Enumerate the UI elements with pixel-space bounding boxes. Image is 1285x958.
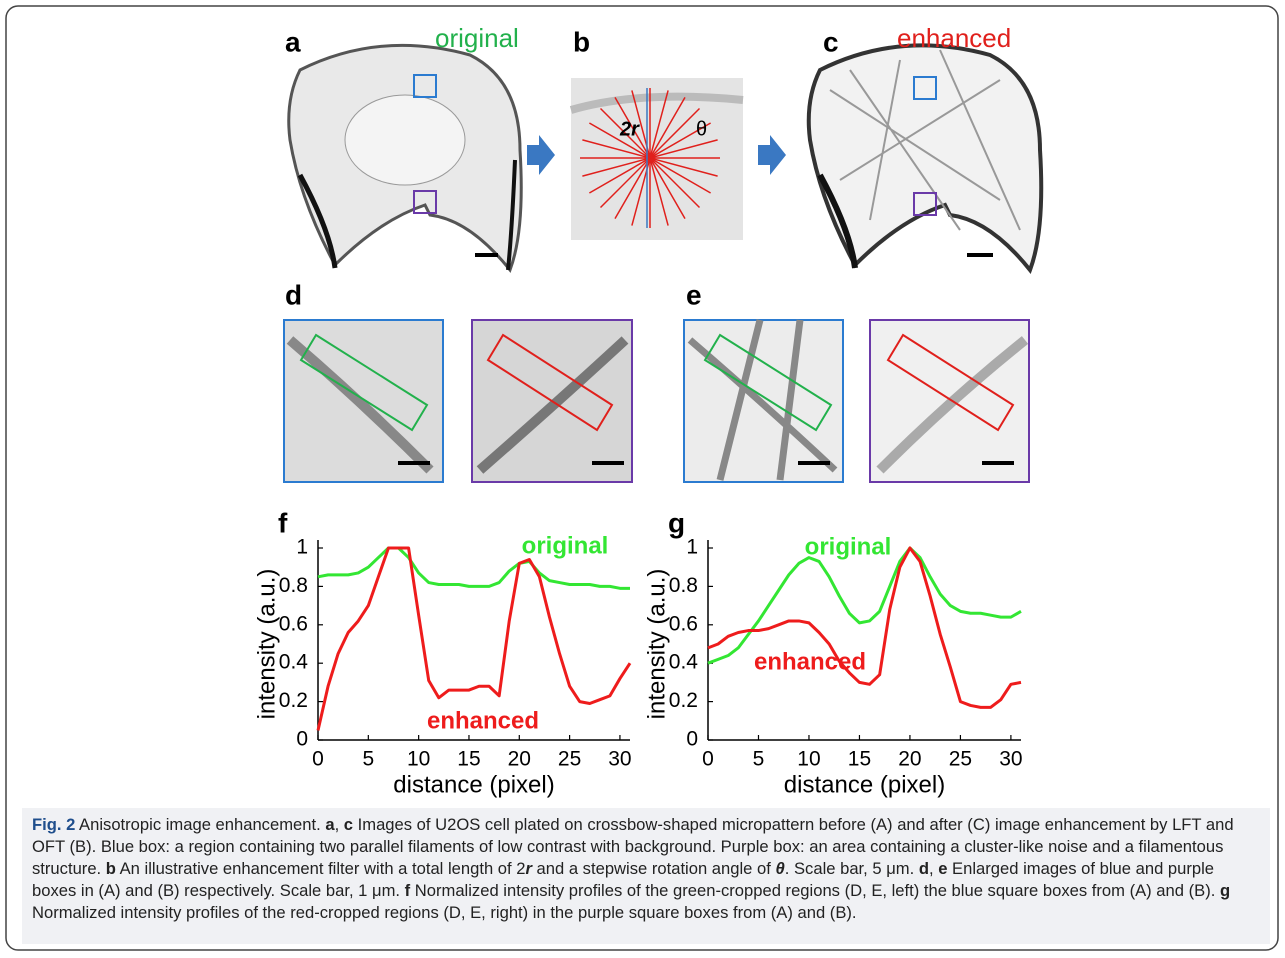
y-tick-label: 0.8 [279, 574, 308, 597]
panel-label: g [668, 507, 685, 538]
x-tick-label: 30 [999, 748, 1022, 771]
filter-line [582, 139, 718, 177]
annotation: 2r [619, 118, 640, 140]
y-tick-label: 0.8 [669, 574, 698, 597]
caption-text: An illustrative enhancement filter with … [115, 859, 526, 878]
caption-text: and a stepwise rotation angle of [531, 859, 776, 878]
x-axis-label: distance (pixel) [784, 771, 945, 798]
series-line [317, 546, 630, 590]
caption-text: Enlarged images of blue and purple boxes… [32, 859, 1215, 900]
y-tick-label: 1 [686, 536, 698, 559]
series-line [707, 546, 1022, 709]
x-tick-label: 25 [558, 748, 581, 771]
caption-text: Fig. 2 [32, 815, 76, 834]
caption-text: f [404, 881, 411, 900]
panel-label: f [278, 507, 288, 538]
series-label: enhanced [427, 707, 539, 734]
x-tick-label: 0 [702, 748, 714, 771]
y-tick-label: 0.2 [669, 689, 698, 712]
x-tick-label: 5 [753, 748, 765, 771]
series-line [707, 546, 1022, 665]
panel-b-image [569, 78, 744, 240]
caption-text: . Scale bar, 5 μm. [784, 859, 919, 878]
x-tick-label: 25 [949, 748, 972, 771]
y-tick-label: 1 [296, 536, 308, 559]
y-tick-label: 0 [296, 728, 308, 751]
panel-label: a [285, 26, 301, 57]
panel-c-image [806, 43, 1044, 274]
x-tick-label: 0 [312, 748, 324, 771]
annotation: θ [696, 118, 707, 140]
series-label: original [805, 533, 892, 560]
series-line [316, 546, 632, 731]
y-axis-label: intensity (a.u.) [643, 569, 670, 720]
y-tick-label: 0.4 [279, 651, 309, 674]
x-tick-label: 10 [797, 748, 820, 771]
panel-a-image [287, 43, 523, 273]
x-tick-label: 15 [848, 748, 871, 771]
caption-text: , [334, 815, 344, 834]
caption-text: c [343, 815, 354, 834]
caption-text: Anisotropic image enhancement. [75, 815, 326, 834]
x-tick-label: 20 [898, 748, 921, 771]
annotation: original [435, 23, 519, 53]
panel-label: d [285, 279, 302, 310]
arrow [758, 135, 786, 175]
y-tick-label: 0.6 [279, 612, 308, 635]
y-tick-label: 0.2 [279, 689, 308, 712]
series-label: enhanced [754, 648, 866, 675]
x-tick-label: 30 [608, 748, 631, 771]
caption-text: r [525, 859, 532, 878]
caption-text: θ [775, 859, 785, 878]
caption-text: b [105, 859, 116, 878]
caption-text: d [918, 859, 929, 878]
caption-text: a [325, 815, 335, 834]
x-tick-label: 20 [508, 748, 531, 771]
series-label: original [522, 532, 609, 559]
frame [5, 5, 1279, 951]
caption-text: Normalized intensity profiles of the gre… [410, 881, 1220, 900]
caption-text: g [1219, 881, 1231, 900]
annotation: enhanced [897, 23, 1011, 53]
x-tick-label: 5 [362, 748, 374, 771]
zoom-images [283, 319, 1030, 483]
x-tick-label: 15 [457, 748, 480, 771]
panel-label: c [823, 26, 839, 57]
x-tick-label: 10 [407, 748, 430, 771]
caption-text: e [938, 859, 948, 878]
panel-label: e [686, 279, 702, 310]
caption: Fig. 2 Anisotropic image enhancement. a,… [22, 808, 1270, 944]
y-tick-label: 0 [686, 728, 698, 751]
y-tick-label: 0.6 [669, 612, 698, 635]
x-axis-label: distance (pixel) [393, 771, 554, 798]
caption-text: , [928, 859, 939, 878]
arrow [527, 135, 555, 175]
caption-text: Images of U2OS cell plated on crossbow-s… [32, 815, 1234, 878]
y-tick-label: 0.4 [669, 651, 699, 674]
y-axis-label: intensity (a.u.) [253, 569, 280, 720]
panel-label: b [573, 26, 590, 57]
caption-text: Normalized intensity profiles of the red… [32, 903, 857, 922]
